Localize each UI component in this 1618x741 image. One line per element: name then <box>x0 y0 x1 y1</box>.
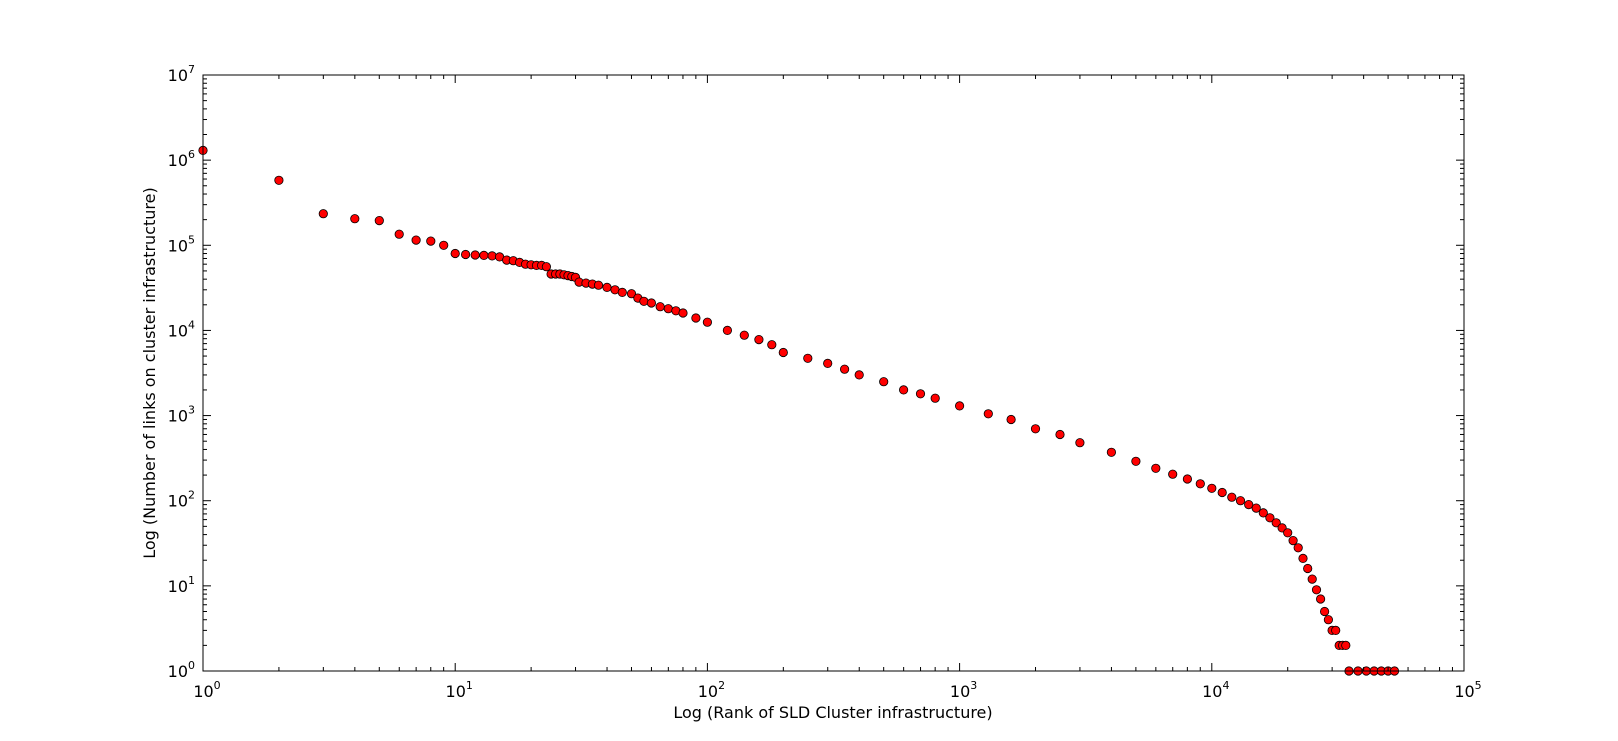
data-point <box>639 296 649 306</box>
x-tick-label: 102 <box>698 679 725 701</box>
data-point <box>854 370 864 380</box>
data-point <box>1244 499 1254 510</box>
y-tick-label: 103 <box>168 404 195 426</box>
data-point <box>803 353 813 363</box>
data-point <box>1288 535 1298 546</box>
y-axis-label: Log (Number of links on cluster infrastr… <box>140 187 159 558</box>
x-tick-label: 105 <box>1454 679 1481 701</box>
data-point <box>1106 447 1117 457</box>
data-point <box>646 298 657 308</box>
data-point <box>593 280 604 290</box>
y-tick-label: 104 <box>168 318 195 340</box>
data-point <box>1195 479 1205 489</box>
y-tick-label: 107 <box>168 63 195 85</box>
data-point <box>617 287 627 297</box>
data-point <box>1298 553 1308 564</box>
x-tick-label: 100 <box>193 679 220 701</box>
data-point <box>1271 518 1281 528</box>
data-point <box>722 325 733 335</box>
data-point <box>1293 543 1303 553</box>
y-tick-label: 101 <box>168 574 195 596</box>
data-point <box>1075 438 1085 448</box>
data-point <box>739 330 749 340</box>
data-point <box>1341 640 1351 651</box>
data-point <box>1331 625 1341 636</box>
data-point <box>1283 528 1293 538</box>
data-point <box>691 313 701 323</box>
y-tick-label: 102 <box>168 489 195 511</box>
data-point <box>930 393 940 403</box>
data-point <box>394 229 404 239</box>
axis-tick-labels: 100 101 102 103 104 105 100 101 102 103 104 105 106 1… <box>168 63 1482 701</box>
data-point <box>1235 496 1246 506</box>
data-point <box>1227 492 1237 502</box>
data-point <box>1265 513 1275 523</box>
x-tick-label: 103 <box>950 679 977 701</box>
data-point <box>1323 615 1334 625</box>
data-point <box>954 401 965 411</box>
data-point <box>1006 414 1016 425</box>
data-point <box>1182 474 1193 484</box>
x-tick-label: 104 <box>1202 679 1229 701</box>
data-point <box>470 250 480 260</box>
data-point <box>823 358 833 368</box>
data-point <box>839 364 850 374</box>
data-point <box>1055 429 1065 440</box>
data-point <box>879 377 889 387</box>
data-point <box>318 209 328 219</box>
data-point <box>915 389 926 399</box>
data-point <box>898 385 909 395</box>
y-tick-label: 100 <box>168 659 195 681</box>
data-point <box>1303 563 1313 574</box>
data-point <box>411 235 421 245</box>
data-point <box>767 340 777 350</box>
data-point <box>754 334 764 345</box>
data-point <box>663 304 673 314</box>
data-point <box>1311 585 1322 595</box>
data-point <box>479 250 489 260</box>
data-point <box>702 317 713 327</box>
x-axis-label: Log (Rank of SLD Cluster infrastructure) <box>673 703 992 722</box>
data-point <box>350 214 360 224</box>
data-point <box>1217 487 1227 498</box>
data-point <box>626 289 637 299</box>
data-point <box>487 251 497 261</box>
data-point <box>450 248 460 259</box>
plot-area <box>203 75 1464 671</box>
data-point <box>274 175 284 185</box>
data-point <box>541 262 552 272</box>
data-point <box>374 216 384 226</box>
data-point <box>655 302 665 312</box>
data-point <box>1131 456 1141 466</box>
data-point <box>1207 483 1217 493</box>
data-point <box>1320 606 1330 617</box>
y-tick-label: 105 <box>168 233 195 255</box>
data-point <box>1316 594 1326 604</box>
data-point <box>1030 424 1041 434</box>
data-point <box>983 409 993 419</box>
data-point <box>460 249 471 260</box>
plot-frame <box>202 74 1465 672</box>
data-point <box>1151 463 1161 473</box>
data-point <box>602 282 612 292</box>
data-point <box>1251 503 1261 513</box>
data-point <box>1168 469 1178 479</box>
data-point <box>1307 574 1317 584</box>
y-tick-label: 106 <box>168 148 195 170</box>
data-point <box>1258 508 1268 518</box>
data-point <box>426 236 436 246</box>
data-points <box>198 145 1400 676</box>
x-tick-label: 101 <box>446 679 473 701</box>
data-point <box>439 240 449 250</box>
data-point <box>778 347 788 358</box>
axis-ticks <box>202 74 1465 672</box>
data-point <box>678 308 688 318</box>
